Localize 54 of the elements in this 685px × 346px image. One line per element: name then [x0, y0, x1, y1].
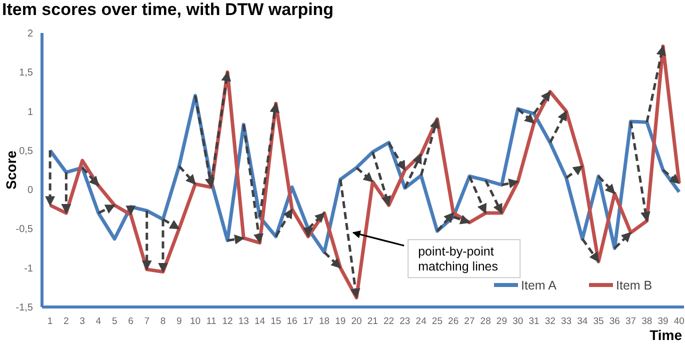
- x-tick-label: 20: [351, 316, 362, 327]
- x-tick-label: 28: [480, 316, 491, 327]
- legend-label: Item A: [521, 278, 558, 292]
- annotation: point-by-point matching lines: [418, 244, 498, 274]
- y-tick-label: 1,5: [19, 68, 34, 79]
- x-tick-label: 27: [464, 316, 475, 327]
- y-tick-label: 1: [27, 106, 34, 118]
- x-tick-label: 15: [270, 316, 282, 327]
- y-tick-label: -1: [24, 263, 34, 274]
- x-tick-label: 5: [112, 316, 118, 327]
- x-tick-label: 36: [609, 316, 620, 327]
- x-tick-label: 19: [335, 316, 346, 327]
- y-tick-label: 0: [27, 185, 34, 196]
- x-tick-label: 40: [674, 316, 684, 327]
- x-tick-label: 17: [302, 316, 314, 327]
- x-tick-label: 16: [286, 316, 298, 327]
- x-tick-label: 1: [47, 316, 53, 327]
- x-tick-label: 11: [206, 316, 216, 327]
- y-tick-label: 0,5: [19, 146, 34, 157]
- x-tick-label: 7: [144, 316, 150, 327]
- x-tick-label: 2: [64, 316, 69, 327]
- x-tick-label: 3: [80, 316, 85, 327]
- x-tick-label: 14: [254, 316, 266, 327]
- x-tick-label: 21: [367, 316, 378, 327]
- y-tick-label: 2: [27, 28, 34, 40]
- x-tick-label: 33: [560, 316, 572, 327]
- x-tick-label: 24: [416, 316, 426, 327]
- x-tick-label: 6: [128, 316, 134, 327]
- x-tick-label: 13: [238, 316, 249, 327]
- x-tick-label: 12: [222, 316, 233, 327]
- x-tick-label: 32: [544, 316, 556, 327]
- x-axis-title: Time: [650, 327, 682, 343]
- y-axis-title: Score: [3, 150, 19, 190]
- legend-label: Item B: [616, 278, 652, 292]
- x-tick-label: 31: [528, 316, 540, 327]
- x-tick-label: 18: [318, 316, 330, 327]
- y-tick-label: -0,5: [16, 224, 34, 236]
- x-tick-label: 9: [176, 316, 182, 327]
- x-tick-label: 37: [625, 316, 636, 327]
- x-tick-label: 35: [593, 316, 604, 327]
- x-tick-label: 30: [512, 316, 524, 327]
- x-tick-label: 38: [642, 316, 652, 327]
- x-tick-label: 8: [160, 316, 166, 327]
- x-tick-label: 29: [496, 316, 508, 327]
- x-tick-label: 4: [96, 316, 102, 327]
- chart-title: Item scores over time, with DTW warping: [2, 0, 334, 19]
- x-tick-label: 39: [658, 316, 668, 327]
- x-tick-label: 34: [577, 316, 588, 327]
- x-tick-label: 23: [400, 316, 410, 327]
- x-tick-label: 22: [384, 316, 394, 327]
- x-tick-label: 25: [432, 316, 442, 327]
- x-tick-label: 26: [448, 316, 459, 327]
- x-tick-label: 10: [190, 316, 201, 327]
- y-tick-label: -1,5: [16, 302, 34, 314]
